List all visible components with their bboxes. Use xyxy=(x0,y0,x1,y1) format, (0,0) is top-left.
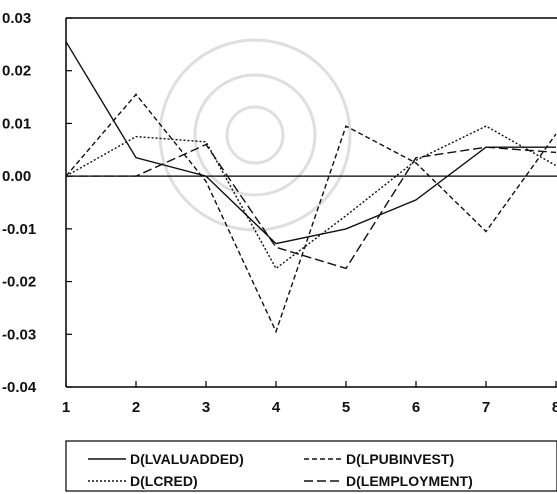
legend-label: D(LVALUADDED) xyxy=(130,451,244,467)
y-tick-label: 0.01 xyxy=(2,115,31,132)
x-tick-label: 7 xyxy=(482,399,490,416)
x-tick-label: 5 xyxy=(342,399,350,416)
legend-label: D(LPUBINVEST) xyxy=(346,451,454,467)
x-tick-label: 3 xyxy=(202,399,210,416)
x-axis: 1 2 3 4 5 6 7 8 xyxy=(62,381,557,416)
series-line-dlemployment xyxy=(66,143,557,270)
y-tick-label: 0.00 xyxy=(2,168,31,185)
y-tick-label: -0.03 xyxy=(2,326,36,343)
legend: D(LVALUADDED) D(LPUBINVEST) D(LCRED) D(LEMP… xyxy=(65,440,557,492)
x-tick-label: 4 xyxy=(272,399,281,416)
y-tick-label: -0.04 xyxy=(2,379,37,396)
legend-box xyxy=(65,440,557,492)
legend-label: D(LCRED) xyxy=(130,473,198,489)
series-line-dlpubinvest xyxy=(66,93,557,334)
y-tick-label: -0.02 xyxy=(2,274,36,291)
y-tick-label: 0.02 xyxy=(2,63,31,80)
x-tick-label: 8 xyxy=(552,399,557,416)
x-tick-label: 2 xyxy=(132,399,140,416)
legend-label: D(LEMPLOYMENT) xyxy=(346,473,473,489)
series-line-dlcred xyxy=(66,125,557,270)
series-line-dlvaluadded xyxy=(66,41,556,245)
watermark-emblem xyxy=(158,38,352,232)
y-tick-label: -0.01 xyxy=(2,221,36,238)
x-tick-label: 6 xyxy=(412,399,420,416)
y-tick-label: 0.03 xyxy=(2,10,31,27)
x-tick-label: 1 xyxy=(62,399,70,416)
y-axis: 0.03 0.02 0.01 0.00 -0.01 -0.02 -0.03 -0.04 xyxy=(2,10,72,396)
plot-area xyxy=(65,17,557,388)
series-lines xyxy=(66,41,557,334)
